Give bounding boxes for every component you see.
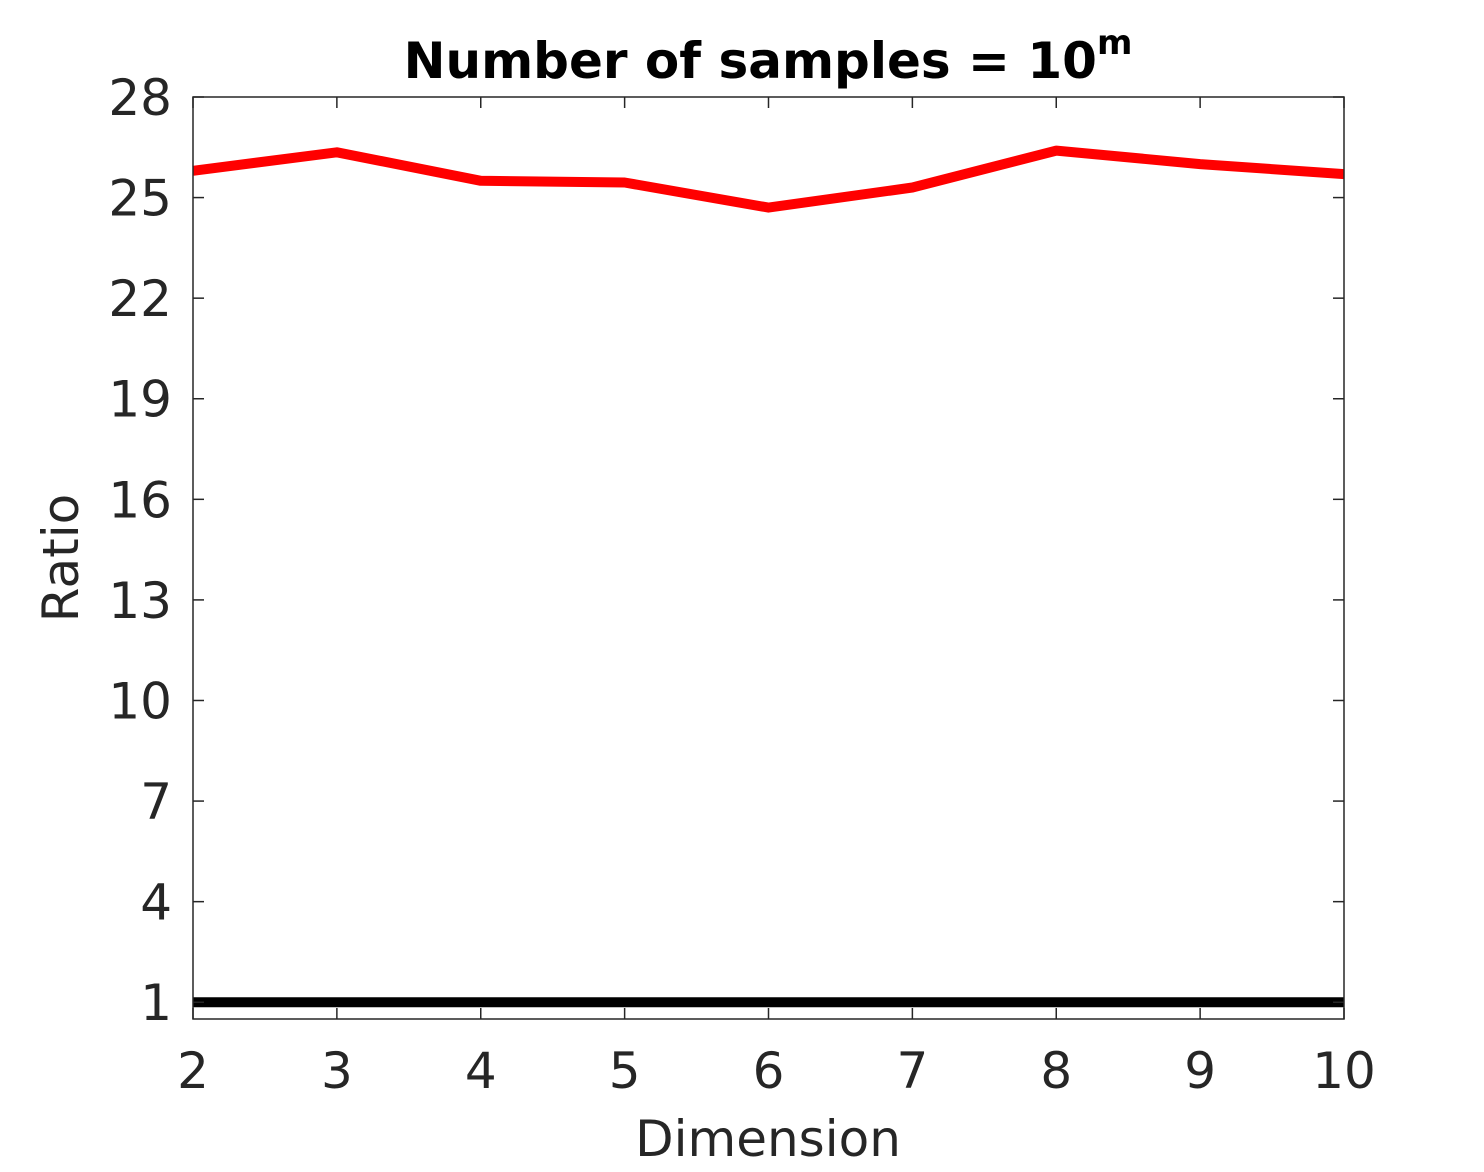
x-tick-label: 6: [753, 1042, 785, 1100]
y-axis-label: Ratio: [32, 494, 90, 622]
y-tick-label: 22: [108, 270, 172, 328]
x-tick-label: 10: [1312, 1042, 1376, 1100]
y-tick-label: 10: [108, 672, 172, 730]
chart-title-superscript: m: [1097, 23, 1132, 63]
plot-background: [193, 97, 1344, 1019]
y-tick-label: 7: [140, 773, 172, 831]
y-tick-label: 16: [108, 471, 172, 529]
y-tick-label: 4: [140, 874, 172, 932]
x-tick-label: 8: [1040, 1042, 1072, 1100]
y-tick-label: 25: [108, 170, 172, 228]
x-tick-label: 9: [1184, 1042, 1216, 1100]
x-axis-label: Dimension: [635, 1110, 901, 1168]
y-tick-label: 13: [108, 572, 172, 630]
x-tick-label: 2: [177, 1042, 209, 1100]
chart-title-main: Number of samples = 10: [404, 32, 1097, 90]
y-tick-label: 1: [140, 974, 172, 1032]
chart-title: Number of samples = 10m: [404, 23, 1133, 90]
y-tick-label: 28: [108, 69, 172, 127]
series-line-1: [192, 145, 1345, 213]
x-axis: 2 3 4 5 6 7 8 9 10: [177, 97, 1376, 1100]
x-tick-label: 5: [609, 1042, 641, 1100]
y-axis: 1 4 7 10 13 16 19 22 25 28: [108, 69, 1344, 1032]
x-tick-label: 3: [321, 1042, 353, 1100]
x-tick-label: 7: [896, 1042, 928, 1100]
series-layer: [192, 145, 1345, 1008]
x-tick-label: 4: [465, 1042, 497, 1100]
y-tick-label: 19: [108, 371, 172, 429]
